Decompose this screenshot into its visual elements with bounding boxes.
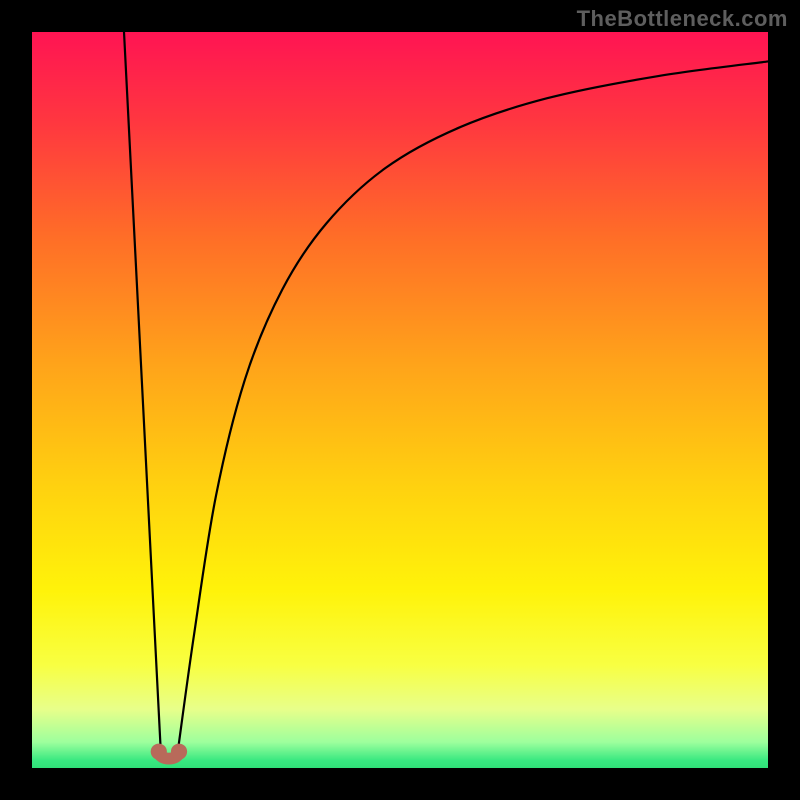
chart-container: TheBottleneck.com [0,0,800,800]
marker-dot-left [151,744,167,760]
bottleneck-chart [0,0,800,800]
marker-dot-right [171,744,187,760]
watermark-text: TheBottleneck.com [577,6,788,32]
